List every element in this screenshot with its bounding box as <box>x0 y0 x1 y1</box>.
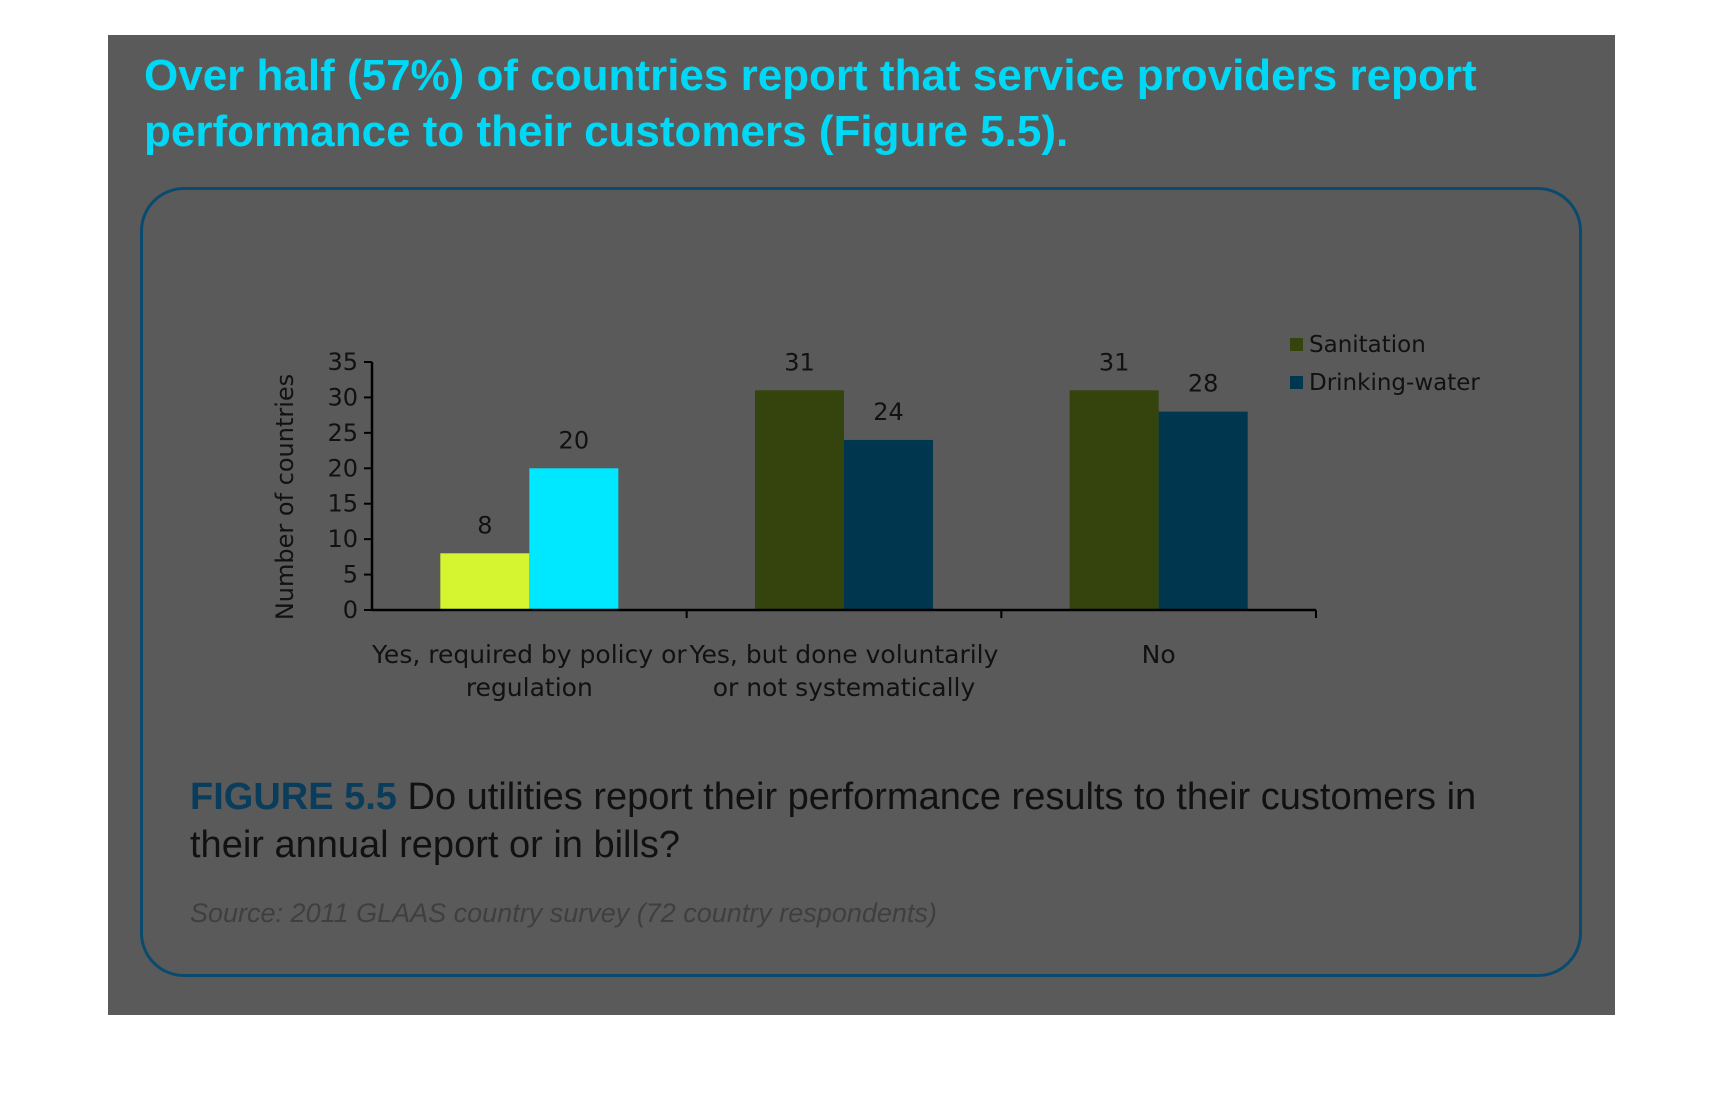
y-axis-ticks: 0 5 10 15 20 25 30 35 <box>327 348 1317 624</box>
source-note: Source: 2011 GLAAS country survey (72 co… <box>190 898 937 928</box>
bar-drinking-water-3 <box>1158 411 1248 610</box>
y-tick-label: 0 <box>343 596 358 624</box>
data-label: 24 <box>873 398 904 426</box>
data-label: 8 <box>477 511 492 539</box>
category-label: No <box>1142 640 1176 669</box>
data-label: 31 <box>1099 348 1130 376</box>
bar-drinking-water-2 <box>844 439 933 610</box>
data-label: 20 <box>559 426 590 454</box>
data-label: 31 <box>784 348 815 376</box>
chart-legend: Sanitation Drinking-water <box>1290 332 1480 396</box>
y-tick-label: 15 <box>327 490 358 518</box>
y-tick-label: 35 <box>327 348 358 376</box>
figure-caption: FIGURE 5.5 Do utilities report their per… <box>190 773 1560 869</box>
figure-label: FIGURE 5.5 <box>190 776 397 818</box>
caption-text: Do utilities report their performance re… <box>190 776 1477 866</box>
data-label: 28 <box>1188 370 1219 398</box>
legend-swatch <box>1290 338 1303 351</box>
category-labels: Yes, required by policy or regulationYes,… <box>371 640 1176 702</box>
bar-sanitation-2 <box>755 390 844 610</box>
y-tick-label: 25 <box>327 419 358 447</box>
y-tick-label: 30 <box>327 383 358 411</box>
legend-swatch <box>1290 376 1303 389</box>
bar-sanitation-1 <box>440 553 530 610</box>
headline: Over half (57%) of countries report that… <box>144 51 1477 156</box>
bar-chart: 0 5 10 15 20 25 30 35 8 31 31 20 24 28 Yes, required… <box>271 332 1480 702</box>
legend-label: Drinking-water <box>1309 370 1480 396</box>
y-tick-label: 10 <box>327 525 358 553</box>
y-axis-title: Number of countries <box>271 374 299 620</box>
data-labels: 8 31 31 20 24 28 <box>477 348 1218 539</box>
category-label: Yes, required by policy or regulation <box>371 640 687 702</box>
y-tick-label: 20 <box>327 454 358 482</box>
category-label: Yes, but done voluntarily or not systemat… <box>689 640 999 702</box>
y-tick-label: 5 <box>343 561 358 589</box>
figure-panel <box>140 187 1582 977</box>
bar-sanitation-3 <box>1069 390 1159 610</box>
bar-marks <box>440 390 1248 610</box>
bar-drinking-water-1 <box>529 468 619 610</box>
legend-label: Sanitation <box>1309 332 1426 358</box>
